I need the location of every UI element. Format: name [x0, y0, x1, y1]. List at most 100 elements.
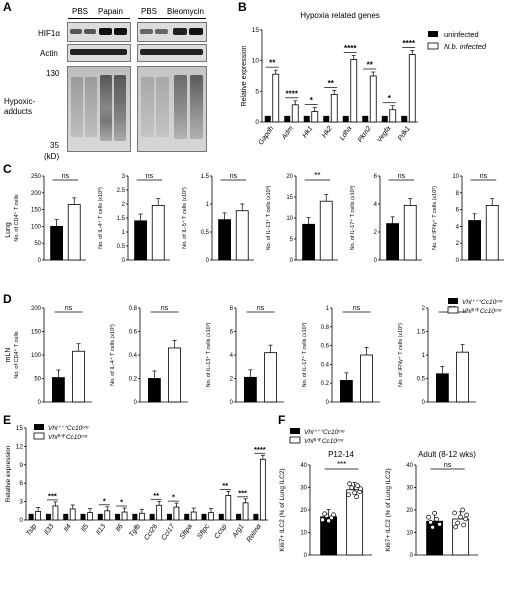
chart-e-bar-control-7 [149, 513, 155, 520]
chart-d-1-y-ticklabel-2: 0.4 [129, 353, 138, 359]
panel-label-c: C [3, 162, 12, 176]
chart-c-3-bar-ko [319, 200, 333, 261]
chart-c-1-y-ticklabel-2: 1 [122, 230, 126, 236]
chart-b-xtick-1: Adm [280, 125, 295, 142]
chart-c-4-bar-control [386, 223, 400, 261]
chart-d-2-y-ticklabel-2: 4 [230, 353, 234, 359]
chart-e-xtick-5: Il6 [115, 523, 125, 533]
chart-c-2-y-ticklabel-3: 1.5 [201, 174, 210, 180]
chart-f-1-sig-label: ns [444, 462, 452, 469]
blot-actin-left [67, 44, 131, 62]
chart-f-0-y-ticklabel-2: 20 [300, 508, 307, 514]
chart-e-sig-label-5: * [120, 498, 123, 507]
chart-c-1-y-ticklabel-4: 2 [122, 202, 126, 208]
chart-e-bar-ko-1 [52, 505, 59, 521]
chart-e-bar-control-3 [80, 513, 86, 520]
chart-b-xtick-3: Hk2 [321, 125, 334, 139]
chart-c-1-y-ticklabel-6: 3 [122, 174, 126, 180]
chart-b-legend-infected: N.b. infected [444, 42, 487, 51]
chart-c-5-sig-label: ns [480, 173, 488, 180]
chart-c-3-y-ticklabel-2: 10 [286, 216, 293, 222]
chart-b-sig-label-0: ** [269, 59, 276, 68]
chart-c-5-y-ticklabel-5: 10 [452, 174, 459, 180]
chart-b-bar-uninfected-2 [303, 115, 310, 122]
chart-f-1-y-ticklabel-4: 40 [406, 463, 413, 469]
lane-line-left [68, 18, 130, 19]
chart-d-3-y-ticklabel-4: 0.8 [321, 325, 330, 331]
chart-c-1-y-ticklabel-0: 0 [122, 258, 126, 264]
chart-f-1-y-ticklabel-2: 20 [406, 508, 413, 514]
chart-d-2-y-ticklabel-0: 0 [230, 400, 234, 406]
chart-d-3-y-ticklabel-2: 0.4 [321, 362, 330, 368]
chart-e-xtick-11: Ccsp [214, 523, 229, 540]
chart-d-1-bar-control [147, 378, 161, 403]
chart-e-xtick-1: Il33 [43, 523, 55, 536]
chart-d-3-bar-control [339, 379, 353, 403]
chart-d-0-y-ticklabel-1: 50 [34, 377, 41, 383]
chart-c-1-y-ticklabel-1: 0.5 [117, 244, 126, 250]
chart-f-1-dot-control-0 [426, 514, 431, 520]
chart-c-1-y-ticklabel-3: 1.5 [117, 216, 126, 222]
chart-b-legend-swatch-uninfected [428, 31, 438, 37]
chart-d-3-y-ticklabel-3: 0.6 [321, 344, 330, 350]
chart-d-legend-swatch-ko [447, 306, 459, 314]
chart-d-1-y-ticklabel-0: 0 [134, 400, 138, 406]
chart-f-1-dot-control-4 [428, 519, 433, 525]
chart-c-4-y-ticklabel-2: 4 [374, 202, 378, 208]
chart-b-xtick-6: Vegfa [376, 125, 392, 144]
chart-e-bar-control-6 [132, 513, 138, 520]
chart-f-legend-swatch-ko [289, 436, 301, 444]
chart-c-1-bar-control [134, 220, 148, 261]
chart-e-bar-ko-6 [138, 512, 145, 521]
chart-b-y-ticklabel-0: 0 [255, 119, 259, 126]
chart-f-1-ylabel: Ki67+ ILC2 (% of Lung ILC2) [385, 468, 392, 551]
chart-b-y-ticklabel-3: 15 [252, 27, 260, 34]
chart-d-1-y-ticklabel-1: 0.2 [129, 377, 138, 383]
chart-f-0-dot-ko-6 [354, 494, 359, 500]
chart-f-1-dot-control-1 [430, 524, 435, 530]
chart-f-0-y-ticklabel-1: 10 [300, 531, 307, 537]
chart-c-3-y-ticklabel-4: 20 [286, 174, 293, 180]
chart-e-sig-label-7: ** [153, 491, 159, 500]
chart-b-bar-infected-2 [311, 111, 319, 123]
chart-c-0-sig-label: ns [62, 173, 70, 180]
chart-e-legend-swatch-ko [33, 432, 45, 440]
chart-e-bar-control-13 [253, 513, 259, 520]
chart-f-0-dot-ko-0 [346, 492, 351, 498]
chart-f-0-dot-control-0 [320, 517, 325, 523]
chart-c-5-bar-control [468, 220, 482, 261]
row-label-actin: Actin [40, 49, 58, 58]
chart-c-0-y-ticklabel-2: 100 [31, 224, 42, 230]
blot-hif1a-left [67, 22, 131, 42]
blot-adducts-left [67, 66, 131, 152]
chart-e-legend-ko: Vhlᶠˡᐟᶠˡ Cc10ᶜʳᵉ [48, 434, 88, 441]
chart-e-bar-control-11 [218, 513, 224, 520]
chart-f-legend-ko: Vhlᶠˡᐟᶠˡ Cc10ᶜʳᵉ [304, 438, 344, 445]
chart-d-legend-control: Vhl⁺ᐟ⁺Cc10ᶜʳᵉ [462, 299, 503, 306]
chart-f-1-dot-ko-5 [453, 524, 458, 530]
chart-e-bar-ko-9 [190, 511, 197, 521]
chart-f-0-dot-ko-7 [358, 486, 363, 492]
chart-f-0-dot-ko-3 [355, 483, 360, 489]
chart-e-bar-ko-2 [69, 508, 76, 521]
lane-label-pbs-1: PBS [72, 7, 89, 16]
panel-label-f: F [278, 413, 286, 427]
chart-b-xtick-5: Pkm2 [357, 125, 373, 144]
chart-c-2-y-ticklabel-1: 0.5 [201, 230, 210, 236]
chart-f-1-dot-ko-6 [460, 507, 465, 513]
chart-e-xtick-6: Tgfb [128, 523, 142, 539]
chart-d-2-bar-control [243, 376, 257, 403]
chart-d-4-y-ticklabel-0: 0 [422, 400, 426, 406]
chart-e-bar-ko-7 [156, 504, 163, 521]
chart-b-bar-infected-4 [350, 59, 358, 123]
chart-d-1-y-ticklabel-3: 0.6 [129, 330, 138, 336]
panel-label-e: E [3, 413, 12, 427]
chart-c-3-y-ticklabel-1: 5 [290, 237, 294, 243]
chart-c-5-y-ticklabel-1: 2 [456, 241, 460, 247]
chart-f-1-dot-ko-0 [452, 510, 457, 516]
chart-c-2-y-ticklabel-2: 1 [206, 202, 210, 208]
chart-b-sig-label-7: **** [403, 39, 416, 48]
chart-e-bar-control-9 [184, 513, 190, 520]
chart-e-bar-control-0 [28, 513, 34, 520]
